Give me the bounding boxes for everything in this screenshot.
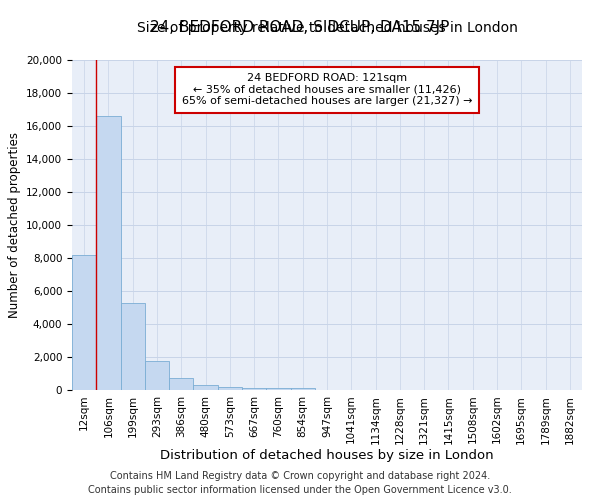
Bar	[121, 302, 145, 390]
Bar	[96, 116, 121, 390]
Bar	[266, 388, 290, 390]
Bar	[290, 388, 315, 390]
Bar	[242, 388, 266, 390]
Bar	[145, 361, 169, 390]
Text: 24 BEDFORD ROAD: 121sqm
← 35% of detached houses are smaller (11,426)
65% of sem: 24 BEDFORD ROAD: 121sqm ← 35% of detache…	[182, 73, 472, 106]
Title: Size of property relative to detached houses in London: Size of property relative to detached ho…	[137, 21, 517, 35]
X-axis label: Distribution of detached houses by size in London: Distribution of detached houses by size …	[160, 449, 494, 462]
Bar	[218, 386, 242, 390]
Y-axis label: Number of detached properties: Number of detached properties	[8, 132, 20, 318]
Text: Contains HM Land Registry data © Crown copyright and database right 2024.
Contai: Contains HM Land Registry data © Crown c…	[88, 471, 512, 495]
Text: 24, BEDFORD ROAD, SIDCUP, DA15 7JP: 24, BEDFORD ROAD, SIDCUP, DA15 7JP	[151, 20, 449, 35]
Bar	[72, 254, 96, 390]
Bar	[169, 378, 193, 390]
Bar	[193, 384, 218, 390]
